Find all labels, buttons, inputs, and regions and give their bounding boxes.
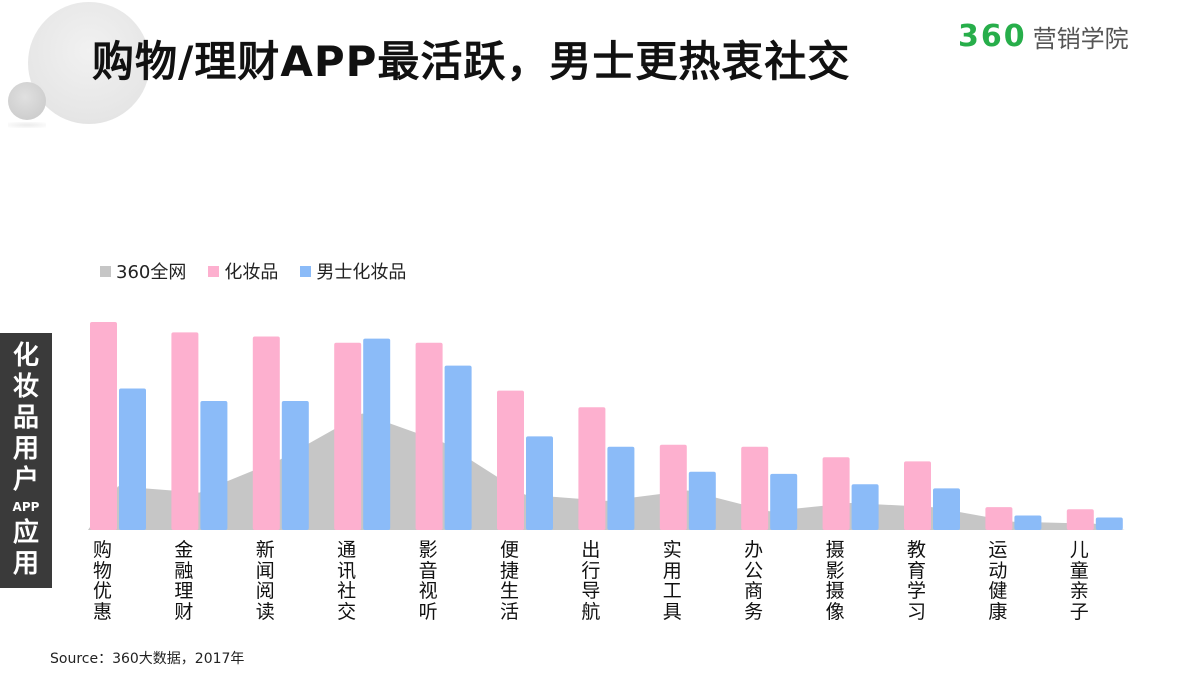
- bar-cosmetics: [1066, 509, 1094, 530]
- source-note: Source：360大数据，2017年: [50, 651, 245, 667]
- bar-cosmetics: [578, 407, 606, 530]
- bar-men-cosmetics: [1014, 515, 1042, 530]
- x-tick-label: 购物优惠: [92, 539, 112, 623]
- legend-item-men-cosmetics: 男士化妆品: [300, 258, 406, 284]
- bar-cosmetics: [90, 322, 117, 530]
- side-label-part3: 应用: [13, 518, 39, 580]
- page-title: 购物/理财APP最活跃，男士更热衷社交: [92, 37, 851, 86]
- bar-cosmetics: [171, 332, 199, 530]
- x-tick-label: 新闻阅读: [255, 539, 275, 623]
- x-tick-label: 实用工具: [662, 539, 682, 623]
- x-tick-label: 儿童亲子: [1069, 539, 1089, 623]
- side-label-text: 化妆品用户: [13, 341, 40, 495]
- bar-men-cosmetics: [1095, 517, 1123, 530]
- x-tick-label: 办公商务: [744, 539, 764, 623]
- decorative-circle-shadow: [8, 122, 46, 128]
- side-label-part2: APP: [12, 500, 40, 514]
- bar-men-cosmetics: [688, 471, 716, 530]
- legend-swatch: [208, 265, 220, 277]
- legend-label: 男士化妆品: [316, 262, 407, 283]
- bar-cosmetics: [822, 457, 850, 530]
- bar-cosmetics: [985, 507, 1013, 530]
- legend-swatch: [300, 265, 312, 277]
- x-tick-label: 金融理财: [174, 539, 194, 623]
- bar-cosmetics: [415, 342, 443, 530]
- logo-text: 营销学院: [1032, 24, 1129, 53]
- side-label-part1: 化妆品用户: [13, 341, 39, 496]
- x-tick-label: 运动健康: [988, 539, 1008, 623]
- decorative-circle-large: [28, 2, 150, 124]
- x-axis-labels: 购物优惠 金融理财 新闻阅读 通讯社交 影音视听 便捷生活 出行导航 实用工具 办公商务 摄影摄像…: [0, 540, 1200, 624]
- bar-cosmetics: [497, 390, 524, 530]
- bar-men-cosmetics: [119, 388, 146, 530]
- bar-men-cosmetics: [281, 401, 309, 530]
- legend-label: 化妆品: [224, 262, 279, 283]
- x-tick-label: 摄影摄像: [825, 539, 845, 623]
- bar-men-cosmetics: [770, 473, 798, 530]
- bar-cosmetics: [334, 342, 362, 530]
- bar-men-cosmetics: [363, 338, 391, 530]
- legend-label: 360全网: [116, 262, 187, 283]
- chart-legend: 360全网 化妆品 男士化妆品: [100, 258, 428, 284]
- bar-men-cosmetics: [851, 484, 879, 530]
- bar-men-cosmetics: [200, 401, 228, 530]
- bar-men-cosmetics: [526, 436, 553, 530]
- area-series-all-network: [88, 413, 1125, 530]
- logo-number: 360: [958, 18, 1027, 54]
- side-label: 化妆品用户 APP 应用: [0, 333, 52, 588]
- bar-men-cosmetics: [607, 446, 635, 530]
- x-tick-label: 教育学习: [906, 539, 926, 623]
- bar-cosmetics: [659, 444, 687, 530]
- legend-swatch: [100, 265, 111, 277]
- bar-cosmetics: [904, 461, 931, 530]
- brand-logo: 360 营销学院: [958, 18, 1129, 54]
- x-tick-label: 出行导航: [581, 539, 601, 623]
- x-tick-label: 影音视听: [418, 539, 438, 623]
- bar-cosmetics: [741, 446, 769, 530]
- side-label-text: 应用: [13, 518, 40, 579]
- bar-cosmetics: [252, 336, 280, 530]
- bar-men-cosmetics: [933, 488, 960, 530]
- legend-item-cosmetics: 化妆品: [208, 258, 278, 284]
- x-tick-label: 通讯社交: [337, 539, 357, 623]
- decorative-circle-small: [8, 82, 46, 120]
- legend-item-all-network: 360全网: [100, 258, 186, 284]
- x-tick-label: 便捷生活: [499, 539, 519, 623]
- bar-men-cosmetics: [444, 365, 472, 530]
